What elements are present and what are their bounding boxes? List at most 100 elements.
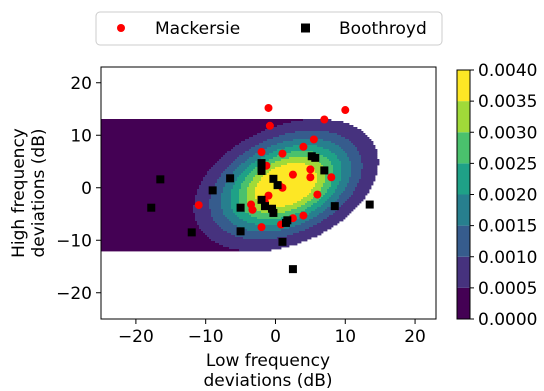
density-cell: [307, 195, 316, 198]
density-cell: [357, 147, 376, 150]
density-cell: [359, 181, 374, 184]
density-cell: [237, 179, 246, 182]
point-boothroyd: [236, 227, 245, 236]
density-cell: [223, 155, 240, 158]
density-cell: [245, 151, 260, 154]
density-cell: [219, 243, 298, 246]
colorbar-segments: [457, 70, 470, 319]
density-cell: [323, 185, 332, 188]
density-cell: [199, 227, 222, 230]
density-cell: [249, 165, 260, 168]
density-cell: [209, 201, 222, 204]
density-cell: [313, 151, 332, 154]
density-cell: [217, 179, 228, 182]
density-cell: [333, 179, 342, 182]
density-cell: [247, 193, 256, 196]
density-cell: [275, 161, 320, 164]
density-cell: [361, 169, 378, 172]
density-cell: [305, 163, 322, 166]
density-cell: [263, 169, 272, 172]
density-cell: [241, 207, 254, 210]
density-cell: [351, 195, 366, 198]
density-cell: [289, 157, 310, 160]
density-cell: [223, 191, 232, 194]
density-cell: [323, 195, 332, 198]
density-cell: [239, 197, 248, 200]
density-cell: [101, 171, 208, 174]
density-cell: [247, 229, 282, 232]
point-mackersie: [288, 170, 297, 179]
colorbar-tick-label: 0.0035: [478, 92, 537, 112]
density-cell: [331, 161, 342, 164]
density-cell: [193, 211, 212, 214]
density-cell: [257, 217, 282, 220]
density-cell: [317, 181, 326, 184]
density-cell: [101, 135, 254, 138]
density-cell: [321, 189, 328, 192]
density-cell: [289, 215, 306, 218]
density-cell: [339, 181, 350, 184]
density-cell: [317, 223, 338, 226]
density-cell: [305, 229, 328, 232]
density-cell: [225, 183, 236, 186]
density-cell: [337, 155, 348, 158]
density-cell: [319, 199, 328, 202]
density-cell: [237, 177, 246, 180]
density-cell: [229, 219, 244, 222]
density-cell: [243, 153, 256, 156]
density-cell: [101, 201, 196, 204]
density-cell: [249, 137, 274, 140]
density-cell: [347, 185, 358, 188]
density-cell: [273, 137, 346, 140]
density-cell: [325, 171, 334, 174]
density-cell: [259, 143, 278, 146]
colorbar-segment: [457, 101, 470, 133]
density-cell: [235, 169, 246, 172]
density-cell: [101, 249, 240, 252]
density-cell: [215, 241, 302, 244]
density-cell: [219, 225, 238, 228]
density-cell: [101, 235, 208, 238]
density-cell: [323, 219, 344, 222]
density-cell: [271, 163, 288, 166]
density-cell: [101, 141, 242, 144]
density-cell: [313, 187, 322, 190]
density-cell: [241, 141, 264, 144]
density-cell: [301, 223, 318, 226]
point-boothroyd: [147, 203, 156, 212]
density-cell: [101, 131, 262, 134]
density-cell: [321, 163, 332, 166]
density-cell: [303, 119, 332, 122]
density-cell: [217, 161, 234, 164]
density-cell: [323, 183, 332, 186]
density-cell: [341, 163, 352, 166]
y-tick-label: −10: [56, 231, 92, 251]
density-cell: [357, 185, 372, 188]
density-cell: [195, 213, 212, 216]
density-cell: [101, 193, 198, 196]
density-cell: [341, 193, 354, 196]
density-cell: [237, 157, 250, 160]
density-cell: [237, 225, 296, 228]
density-cell: [251, 147, 268, 150]
density-cell: [195, 215, 212, 218]
density-cell: [241, 185, 250, 188]
density-cell: [333, 165, 342, 168]
density-cell: [257, 185, 316, 188]
density-cell: [271, 169, 316, 172]
density-cell: [339, 195, 352, 198]
density-cell: [315, 171, 326, 174]
density-cell: [243, 237, 278, 240]
point-boothroyd: [226, 174, 235, 183]
density-cell: [289, 221, 306, 224]
density-cell: [349, 179, 360, 182]
density-cell: [301, 199, 312, 202]
density-cell: [261, 203, 294, 206]
density-cell: [241, 163, 252, 166]
density-cell: [249, 183, 258, 186]
density-cell: [211, 167, 228, 170]
density-cell: [247, 187, 256, 190]
density-cell: [285, 211, 302, 214]
density-cell: [261, 131, 296, 134]
density-cell: [221, 227, 242, 230]
